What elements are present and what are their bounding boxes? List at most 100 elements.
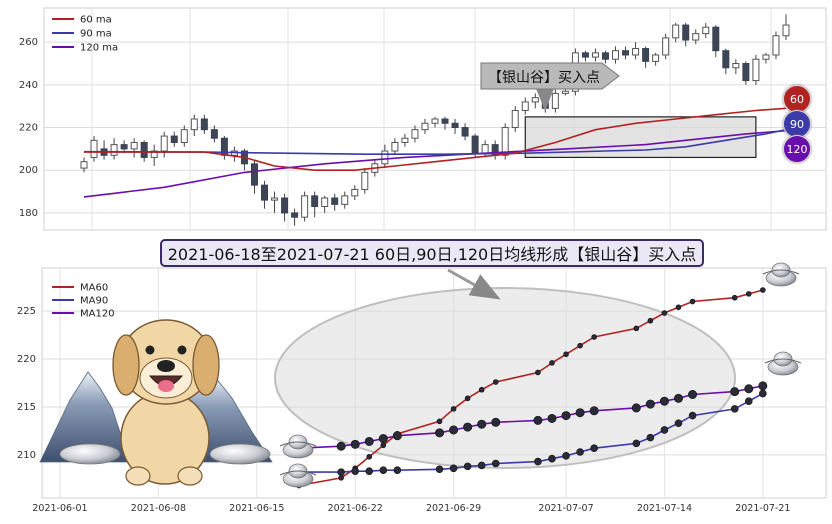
series-point-ma60 <box>464 395 471 402</box>
series-point-ma90 <box>379 466 388 475</box>
top-y-tick-label: 260 <box>19 37 38 48</box>
ingot-rim <box>279 441 317 447</box>
bottom-y-tick-label: 210 <box>17 450 36 461</box>
series-point-ma60 <box>436 418 443 425</box>
candle-body <box>712 26 720 52</box>
bottom-y-tick-label: 225 <box>17 306 36 317</box>
top-legend-label: 60 ma <box>80 15 112 26</box>
candle-body <box>321 197 329 208</box>
ingot-icon <box>764 351 802 376</box>
callout-arrow: 【银山谷】买入点 <box>480 62 620 90</box>
ingot-rim <box>762 269 800 275</box>
series-point-ma60 <box>535 369 541 376</box>
bottom-legend-label: MA60 <box>80 283 108 294</box>
badge-ma120-label: 120 <box>786 142 808 156</box>
series-point-ma120 <box>463 422 473 432</box>
dog-nose <box>157 360 175 372</box>
ma90-line <box>83 128 787 155</box>
candle-body <box>421 122 429 131</box>
series-point-ma90 <box>660 426 669 434</box>
chart-title-banner: 2021-06-18至2021-07-21 60日,90日,120日均线形成【银… <box>160 239 704 267</box>
candle-body <box>762 54 770 60</box>
bottom-x-tick-label: 2021-06-15 <box>229 503 284 514</box>
top-legend-label: 120 ma <box>80 43 118 54</box>
candle-body <box>301 195 309 218</box>
badge-ma60-label: 60 <box>790 92 804 106</box>
series-point-ma120 <box>533 415 543 425</box>
series-point-ma60 <box>760 287 766 293</box>
badge-ma90: 90 <box>783 110 811 138</box>
series-point-ma90 <box>365 467 374 475</box>
series-point-ma90 <box>688 411 697 420</box>
ingot-icon <box>59 443 121 465</box>
candle-body <box>622 50 630 56</box>
badge-ma60: 60 <box>783 85 811 113</box>
series-point-ma120 <box>449 425 459 435</box>
series-point-ma60 <box>689 298 696 305</box>
candle-body <box>180 129 188 143</box>
series-point-ma120 <box>561 411 571 421</box>
candle-body <box>742 63 750 82</box>
candle-body <box>461 127 469 137</box>
bottom-x-tick-label: 2021-07-07 <box>538 503 593 514</box>
chart-title: 2021-06-18至2021-07-21 60日,90日,120日均线形成【银… <box>167 245 697 264</box>
bottom-x-tick-label: 2021-07-21 <box>735 503 790 514</box>
candle-body <box>411 129 419 139</box>
series-point-ma90 <box>674 419 683 428</box>
candle-body <box>190 118 198 131</box>
series-point-ma120 <box>730 387 740 397</box>
series-point-ma60 <box>450 406 457 412</box>
series-point-ma120 <box>575 408 585 418</box>
candle-body <box>642 48 650 62</box>
series-point-ma90 <box>562 452 570 460</box>
bottom-x-tick-label: 2021-06-22 <box>328 503 383 514</box>
series-point-ma60 <box>380 442 387 449</box>
candle-body <box>120 144 128 150</box>
series-point-ma120 <box>645 399 655 409</box>
series-point-ma120 <box>758 381 768 391</box>
series-point-ma90 <box>449 464 458 473</box>
series-point-ma90 <box>590 444 598 452</box>
candle-body <box>521 101 529 111</box>
dog-paw-left <box>125 466 151 486</box>
series-point-ma90 <box>337 468 345 476</box>
candle-body <box>612 50 620 60</box>
bottom-x-tick-label: 2021-06-29 <box>426 503 481 514</box>
decoration-layer <box>39 262 802 488</box>
candle-body <box>451 122 459 129</box>
series-point-ma60 <box>591 334 597 340</box>
ingot-rim <box>279 470 317 476</box>
candle-body <box>200 118 208 131</box>
candle-body <box>672 24 680 39</box>
series-point-ma120 <box>673 393 683 403</box>
series-point-ma120 <box>477 419 487 429</box>
series-point-ma90 <box>435 465 444 474</box>
series-point-ma120 <box>364 436 374 446</box>
candle-body <box>331 197 339 205</box>
candle-body <box>271 197 279 201</box>
series-point-ma90 <box>632 439 641 448</box>
candle-body <box>662 37 670 56</box>
candle-body <box>210 129 218 139</box>
bottom-x-tick-label: 2021-06-01 <box>32 503 87 514</box>
candle-body <box>351 188 359 197</box>
candle-body <box>391 141 399 152</box>
candle-body <box>160 135 168 152</box>
candle-body <box>531 97 539 103</box>
series-point-ma60 <box>731 294 738 301</box>
series-point-ma60 <box>549 360 555 366</box>
candle-body <box>311 195 319 208</box>
series-point-ma60 <box>647 317 654 324</box>
candle-body <box>692 33 700 41</box>
top-y-tick-label: 240 <box>19 80 38 91</box>
candle-body <box>501 127 509 156</box>
series-point-ma60 <box>366 453 373 460</box>
candle-body <box>281 197 289 214</box>
series-point-ma60 <box>745 291 752 297</box>
top-legend-label: 90 ma <box>80 29 112 40</box>
candle-body <box>431 118 439 124</box>
bottom-x-tick-label: 2021-06-08 <box>131 503 186 514</box>
dog-ear-left <box>112 334 140 396</box>
